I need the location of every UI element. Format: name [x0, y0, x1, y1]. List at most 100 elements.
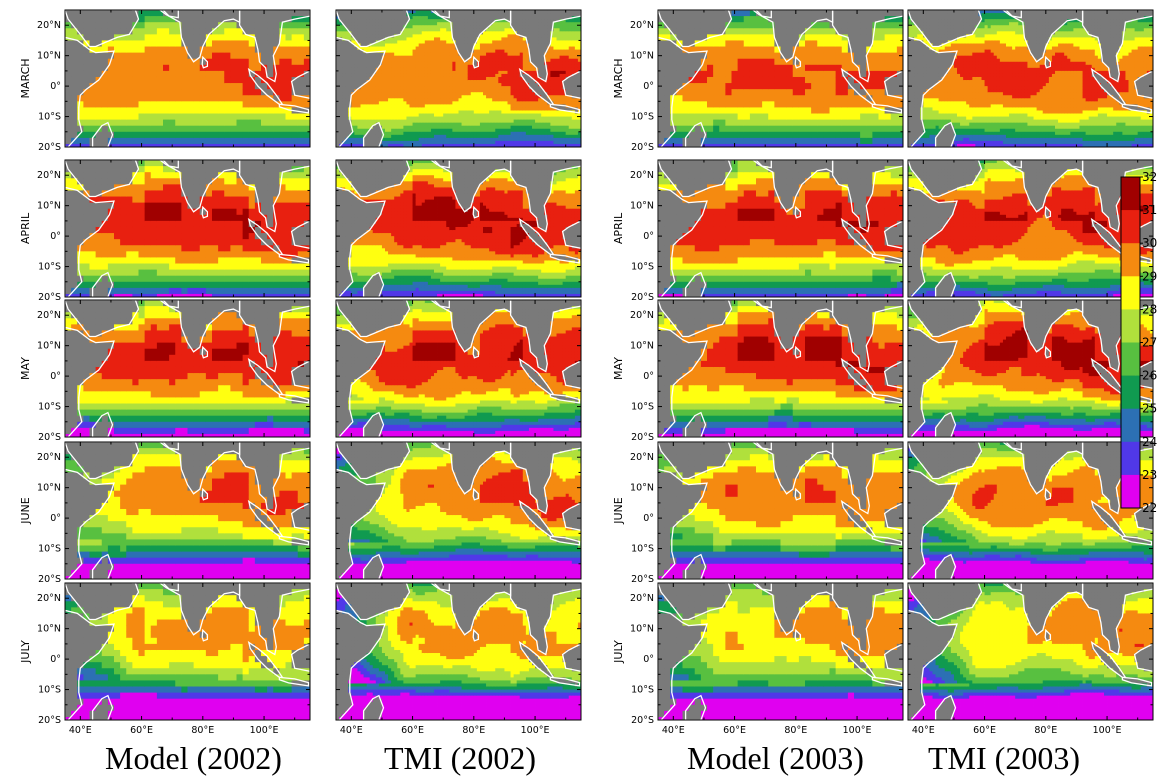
- sst-cell: [83, 539, 90, 546]
- sst-cell: [101, 160, 109, 167]
- sst-cell: [199, 391, 207, 398]
- sst-cell: [89, 275, 97, 283]
- sst-cell: [71, 391, 78, 398]
- sst-cell: [150, 466, 158, 473]
- sst-cell: [351, 61, 355, 66]
- sst-cell: [199, 668, 207, 675]
- sst-cell: [132, 698, 139, 706]
- sst-cell: [303, 643, 310, 651]
- sst-cell: [248, 490, 256, 498]
- sst-cell: [138, 692, 146, 700]
- sst-cell: [248, 433, 256, 437]
- sst-cell: [248, 208, 256, 216]
- sst-cell: [150, 391, 158, 398]
- sst-cell: [248, 166, 256, 173]
- sst-cell: [205, 569, 213, 577]
- sst-cell: [89, 613, 97, 620]
- sst-cell: [224, 379, 231, 386]
- sst-cell: [291, 245, 299, 252]
- sst-cell: [230, 160, 237, 167]
- sst-cell: [77, 208, 84, 216]
- sst-cell: [138, 342, 146, 350]
- sst-cell: [291, 131, 299, 139]
- sst-cell: [65, 674, 72, 681]
- sst-cell: [89, 502, 97, 510]
- sst-cell: [303, 354, 310, 362]
- coastline: [91, 694, 114, 720]
- sst-cell: [138, 601, 146, 608]
- sst-cell: [65, 415, 72, 423]
- sst-cell: [199, 306, 207, 313]
- sst-cell: [138, 710, 146, 718]
- sst-cell: [150, 515, 158, 522]
- sst-cell: [224, 269, 231, 277]
- sst-cell: [267, 113, 274, 120]
- sst-cell: [89, 595, 97, 602]
- sst-cell: [65, 143, 72, 147]
- sst-cell: [224, 656, 231, 663]
- sst-cell: [107, 710, 115, 718]
- sst-cell: [297, 89, 305, 96]
- sst-cell: [150, 89, 158, 96]
- sst-cell: [175, 490, 182, 498]
- sst-cell: [156, 70, 164, 78]
- sst-cell: [181, 460, 188, 467]
- sst-cell: [138, 360, 146, 368]
- sst-cell: [291, 442, 299, 449]
- sst-cell: [187, 178, 195, 185]
- sst-cell: [291, 656, 299, 663]
- sst-cell: [163, 275, 170, 283]
- sst-cell: [199, 336, 207, 344]
- sst-cell: [95, 269, 103, 277]
- sst-cell: [303, 119, 310, 127]
- sst-cell: [163, 190, 170, 197]
- sst-cell: [279, 662, 286, 669]
- sst-cell: [205, 40, 213, 47]
- sst-cell: [187, 257, 195, 264]
- sst-cell: [126, 583, 133, 590]
- sst-cell: [193, 202, 201, 210]
- sst-cell: [199, 70, 207, 78]
- sst-cell: [212, 643, 219, 651]
- sst-cell: [107, 385, 115, 392]
- sst-cell: [348, 13, 352, 17]
- sst-cell: [138, 656, 146, 663]
- sst-cell: [132, 214, 139, 222]
- sst-cell: [144, 366, 152, 374]
- sst-cell: [163, 125, 170, 133]
- sst-cell: [132, 46, 139, 54]
- sst-cell: [279, 589, 286, 596]
- sst-cell: [351, 19, 355, 23]
- sst-cell: [242, 172, 250, 179]
- sst-cell: [181, 184, 188, 191]
- sst-cell: [181, 312, 188, 319]
- sst-cell: [187, 336, 195, 344]
- sst-cell: [230, 710, 237, 718]
- sst-cell: [107, 466, 115, 473]
- sst-cell: [71, 551, 78, 559]
- sst-cell: [285, 448, 293, 455]
- sst-cell: [187, 551, 195, 559]
- sst-cell: [120, 336, 127, 344]
- sst-cell: [181, 354, 188, 362]
- sst-cell: [144, 233, 152, 240]
- sst-cell: [77, 366, 84, 374]
- sst-cell: [291, 10, 299, 17]
- sst-cell: [212, 391, 219, 398]
- sst-cell: [89, 125, 97, 133]
- sst-cell: [267, 563, 274, 571]
- sst-cell: [71, 668, 78, 675]
- sst-cell: [205, 172, 213, 179]
- sst-cell: [279, 143, 286, 147]
- sst-cell: [95, 391, 103, 398]
- sst-cell: [303, 442, 310, 449]
- sst-cell: [236, 373, 244, 380]
- sst-cell: [114, 46, 121, 54]
- sst-cell: [285, 166, 293, 173]
- sst-cell: [132, 716, 139, 720]
- sst-cell: [342, 116, 346, 120]
- sst-cell: [120, 680, 127, 687]
- sst-cell: [95, 442, 103, 449]
- sst-cell: [291, 569, 299, 577]
